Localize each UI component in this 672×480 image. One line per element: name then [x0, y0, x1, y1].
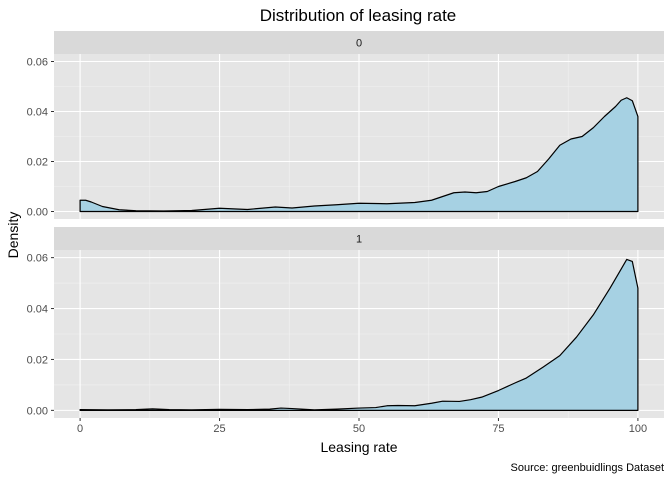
y-tick-label: 0.04: [27, 107, 48, 119]
facet-panel-0: 0 0.00 0.02 0.04 0.06: [27, 31, 664, 219]
density-area: [79, 97, 639, 213]
x-tick-label: 0: [77, 423, 83, 435]
x-axis: 0 25 50 75 100: [77, 418, 647, 435]
y-axis-title: Density: [5, 212, 21, 259]
x-tick-label: 75: [492, 423, 504, 435]
x-axis-title: Leasing rate: [320, 439, 397, 455]
facet-panels: 0 0.00 0.02 0.04 0.06 1 0.00 0.02 0.04 0.06: [27, 31, 664, 418]
facet-strip-label: 1: [356, 234, 362, 246]
density-area: [79, 258, 639, 411]
facet-panel-1: 1 0.00 0.02 0.04 0.06: [27, 227, 664, 418]
y-tick-label: 0.02: [27, 157, 48, 169]
x-tick-label: 100: [629, 423, 647, 435]
source-caption: Source: greenbuidlings Dataset: [511, 462, 664, 474]
facet-strip: [54, 31, 664, 54]
x-tick-label: 50: [353, 423, 365, 435]
facet-strip: [54, 227, 664, 250]
y-tick-label: 0.06: [27, 253, 48, 265]
facet-strip-label: 0: [356, 38, 362, 50]
chart-title: Distribution of leasing rate: [260, 6, 457, 25]
x-tick-label: 25: [213, 423, 225, 435]
y-tick-label: 0.00: [27, 405, 48, 417]
y-tick-label: 0.06: [27, 57, 48, 69]
y-tick-label: 0.04: [27, 304, 48, 316]
y-tick-label: 0.00: [27, 207, 48, 219]
y-tick-label: 0.02: [27, 354, 48, 366]
